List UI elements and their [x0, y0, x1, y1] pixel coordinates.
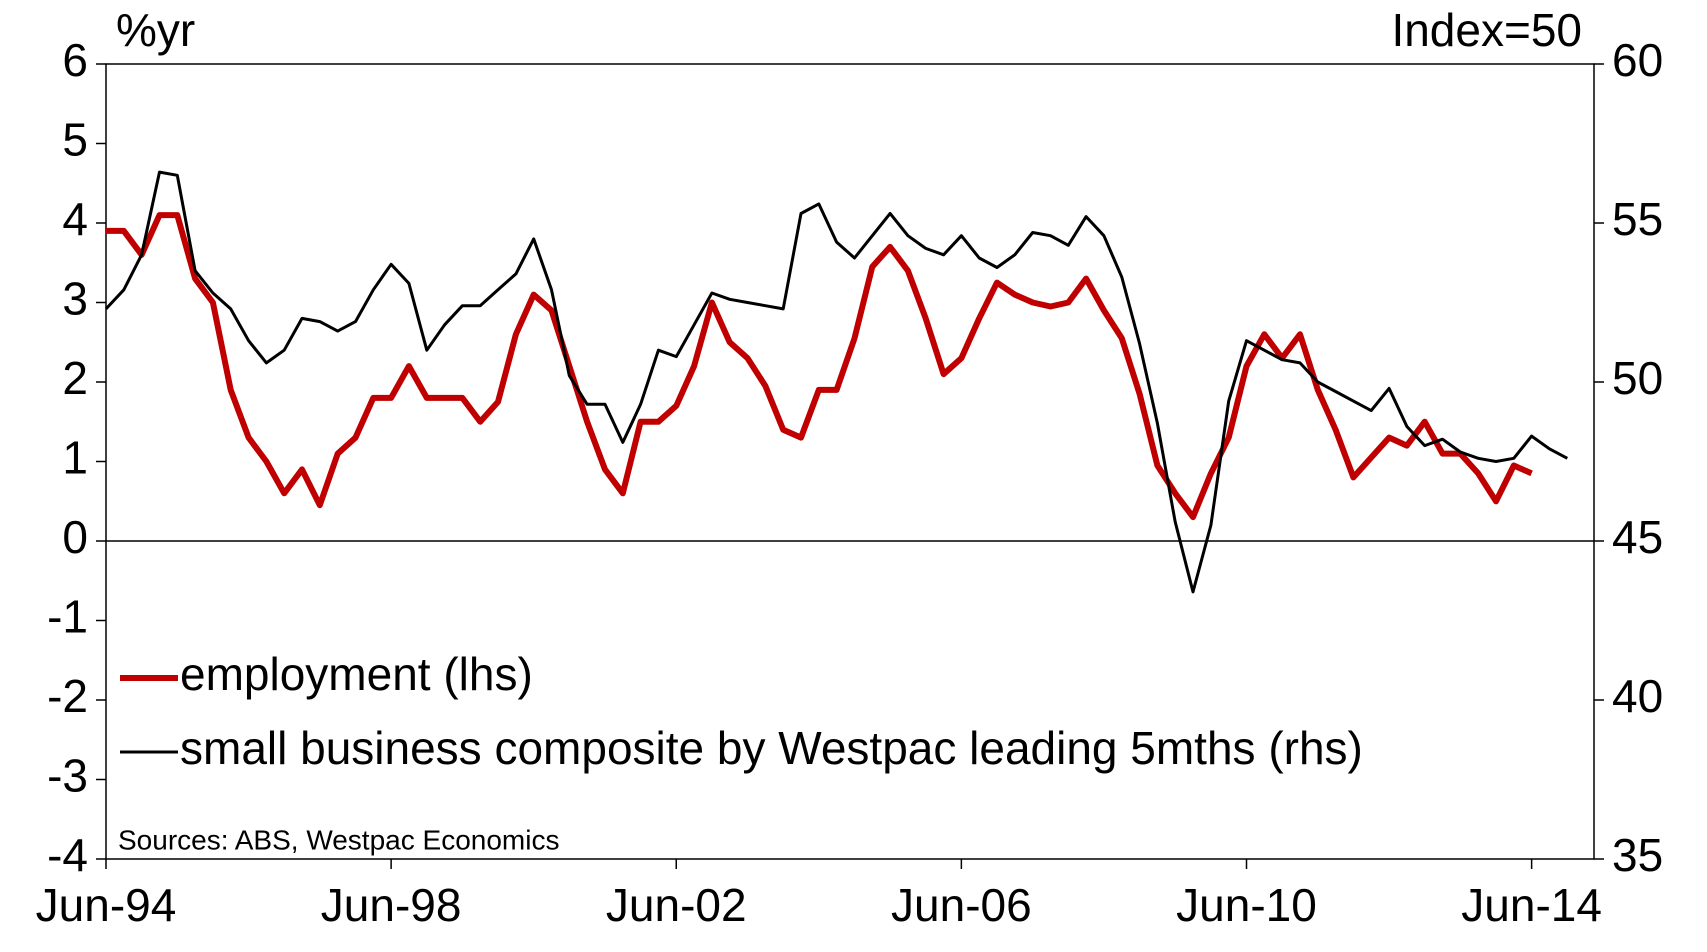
y-tick-label: 5 [62, 114, 88, 166]
y-tick-label: 2 [62, 352, 88, 404]
x-tick-label: Jun-06 [891, 879, 1032, 931]
y-tick-label: -2 [47, 670, 88, 722]
series-line [106, 212, 1533, 521]
y2-tick-label: 55 [1612, 193, 1663, 245]
y-tick-label: -3 [47, 750, 88, 802]
y-tick-label: -1 [47, 591, 88, 643]
y2-tick-label: 40 [1612, 670, 1663, 722]
y2-tick-label: 45 [1612, 511, 1663, 563]
legend-label: employment (lhs) [180, 648, 533, 700]
x-tick-label: Jun-94 [36, 879, 177, 931]
left-axis-label: %yr [116, 4, 195, 56]
y2-tick-label: 35 [1612, 829, 1663, 881]
y-tick-label: 4 [62, 193, 88, 245]
y2-tick-label: 60 [1612, 34, 1663, 86]
y-tick-label: -4 [47, 829, 88, 881]
y-tick-label: 3 [62, 273, 88, 325]
source-note: Sources: ABS, Westpac Economics [118, 824, 559, 855]
x-tick-label: Jun-14 [1461, 879, 1602, 931]
y-tick-label: 1 [62, 432, 88, 484]
y-tick-label: 6 [62, 34, 88, 86]
x-tick-label: Jun-98 [321, 879, 462, 931]
series-line [104, 170, 1569, 594]
y2-tick-label: 50 [1612, 352, 1663, 404]
y-tick-label: 0 [62, 511, 88, 563]
x-tick-label: Jun-02 [606, 879, 747, 931]
legend-label: small business composite by Westpac lead… [180, 722, 1363, 774]
x-tick-label: Jun-10 [1176, 879, 1317, 931]
right-axis-label: Index=50 [1391, 4, 1582, 56]
